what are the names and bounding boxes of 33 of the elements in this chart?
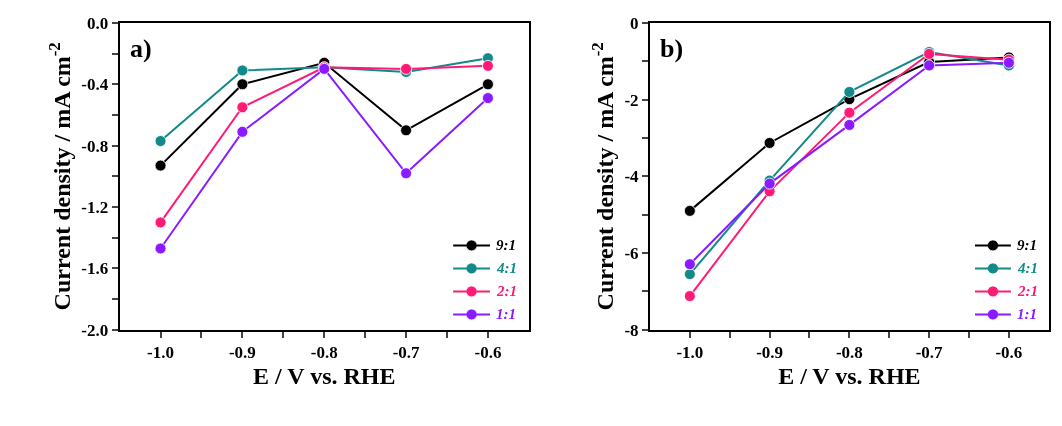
y-tick-label: -0.8: [81, 136, 109, 156]
y-tick-label: -8: [624, 320, 639, 340]
annotation: a): [130, 34, 152, 63]
legend-label: 2:1: [1017, 283, 1038, 299]
x-tick-label: -0.9: [756, 343, 784, 363]
y-tick-label: -0.4: [81, 75, 109, 95]
y-tick-label: -1.6: [81, 259, 109, 279]
y-tick-label: -2.0: [81, 320, 109, 340]
legend-label: 1:1: [1017, 306, 1037, 322]
x-tick-label: -0.7: [915, 343, 944, 363]
x-tick-label: -1.0: [676, 343, 704, 363]
legend-label: 9:1: [496, 237, 516, 253]
y-tick-label: -1.2: [81, 197, 109, 217]
legend-label: 4:1: [1017, 260, 1038, 276]
x-tick-label: -0.8: [835, 343, 863, 363]
legend-label: 2:1: [496, 283, 517, 299]
legend-label: 4:1: [496, 260, 517, 276]
legend-label: 9:1: [1017, 237, 1037, 253]
y-tick-label: 0: [630, 13, 639, 33]
x-tick-label: -0.7: [392, 343, 421, 363]
x-tick-label: -0.6: [995, 343, 1023, 363]
x-axis-title: E / V vs. RHE: [778, 363, 921, 389]
y-tick-label: -2: [624, 90, 639, 110]
x-tick-label: -0.8: [310, 343, 338, 363]
x-tick-label: -0.9: [228, 343, 256, 363]
x-axis-title: E / V vs. RHE: [252, 363, 396, 389]
x-tick-label: -1.0: [147, 343, 174, 363]
y-tick-label: 0.0: [86, 13, 109, 33]
y-tick-label: -6: [624, 244, 639, 264]
x-tick-label: -0.6: [474, 343, 502, 363]
legend-label: 1:1: [496, 306, 516, 322]
annotation: b): [660, 34, 684, 63]
y-tick-label: -4: [624, 167, 640, 187]
